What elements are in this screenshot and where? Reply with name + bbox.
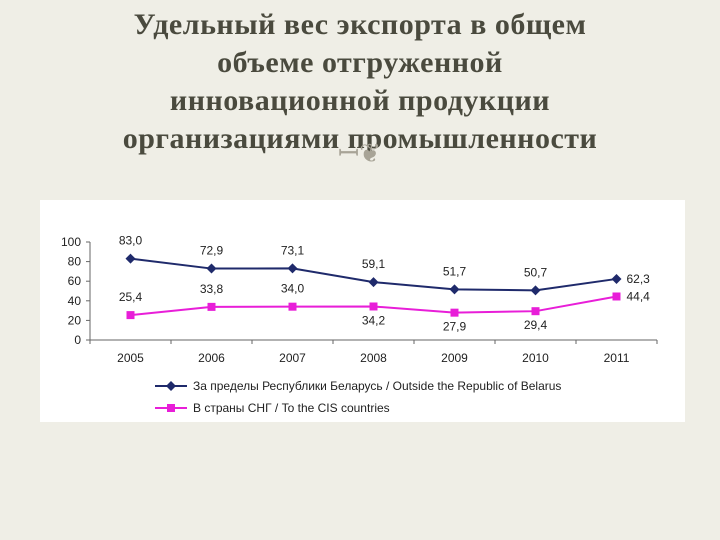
series-2-point bbox=[207, 302, 216, 311]
legend-label-2: В страны СНГ / To the CIS countries bbox=[193, 401, 390, 415]
x-tick-label: 2005 bbox=[117, 351, 144, 365]
data-label: 73,1 bbox=[281, 243, 305, 257]
x-tick-label: 2006 bbox=[198, 351, 225, 365]
data-label: 27,9 bbox=[443, 320, 467, 334]
y-tick-label: 80 bbox=[68, 255, 82, 269]
x-tick-label: 2007 bbox=[279, 351, 306, 365]
data-label: 50,7 bbox=[524, 265, 548, 279]
series-1-point bbox=[206, 263, 217, 274]
series-2-point bbox=[126, 311, 135, 320]
series-1-point bbox=[449, 284, 460, 295]
data-label: 34,0 bbox=[281, 282, 305, 296]
x-tick-label: 2011 bbox=[604, 351, 630, 365]
series-1-point bbox=[530, 285, 541, 296]
title-line-1: Удельный вес экспорта в общем bbox=[133, 8, 587, 41]
y-tick-label: 0 bbox=[74, 333, 81, 347]
y-tick-label: 100 bbox=[61, 235, 81, 249]
slide-title: Удельный вес экспорта в общем объеме отг… bbox=[40, 6, 680, 158]
series-1-point bbox=[287, 263, 298, 274]
data-label: 83,0 bbox=[119, 234, 143, 248]
x-tick-label: 2009 bbox=[441, 351, 468, 365]
decorative-swirl-icon: ꟷ❦ bbox=[338, 139, 381, 169]
chart-panel: 0 20 40 60 80 100 2005 2006 2007 2008 2009 2010 2011… bbox=[40, 200, 685, 422]
y-tick-label: 60 bbox=[68, 274, 82, 288]
series-1-point bbox=[611, 273, 622, 284]
series-1-point bbox=[368, 277, 379, 288]
data-label: 72,9 bbox=[200, 244, 224, 258]
x-tick-label: 2008 bbox=[360, 351, 387, 365]
legend-marker-2 bbox=[167, 404, 175, 412]
data-label: 34,2 bbox=[362, 313, 386, 327]
data-label: 44,4 bbox=[627, 289, 651, 303]
legend-marker-1 bbox=[166, 381, 176, 391]
title-line-3: инновационной продукции bbox=[169, 84, 551, 117]
data-label: 29,4 bbox=[524, 318, 548, 332]
series-2-point bbox=[369, 302, 378, 311]
series-1-point bbox=[125, 253, 136, 264]
y-tick-label: 40 bbox=[68, 294, 82, 308]
data-label: 51,7 bbox=[443, 264, 467, 278]
y-tick-label: 20 bbox=[68, 313, 82, 327]
data-label: 59,1 bbox=[362, 257, 386, 271]
series-2-point bbox=[288, 302, 297, 311]
x-tick-label: 2010 bbox=[522, 351, 549, 365]
series-2-point bbox=[531, 307, 540, 316]
data-label: 33,8 bbox=[200, 282, 224, 296]
line-chart: 0 20 40 60 80 100 2005 2006 2007 2008 2009 2010 2011… bbox=[61, 234, 658, 415]
data-label: 25,4 bbox=[119, 290, 143, 304]
title-line-2: объеме отгруженной bbox=[217, 46, 503, 79]
title-line-4: организациями промышленности bbox=[122, 122, 598, 155]
series-2-point bbox=[450, 308, 459, 317]
legend-label-1: За пределы Республики Беларусь / Outside… bbox=[193, 379, 561, 393]
data-label: 62,3 bbox=[627, 272, 651, 286]
series-2-point bbox=[612, 292, 621, 301]
